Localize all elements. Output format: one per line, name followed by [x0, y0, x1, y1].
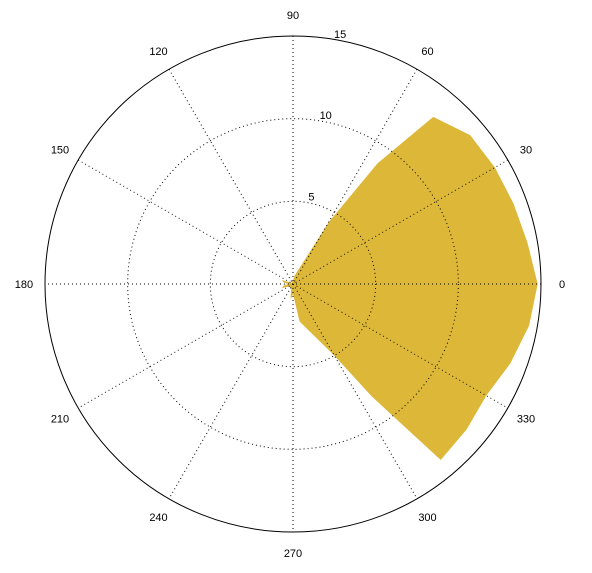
angle-tick-label-270: 270 — [284, 548, 302, 560]
angle-tick-label-330: 330 — [517, 414, 535, 426]
angle-tick-label-180: 180 — [15, 279, 33, 291]
angle-tick-label-60: 60 — [421, 46, 433, 58]
angle-tick-label-0: 0 — [559, 279, 565, 291]
radius-tick-label-15: 15 — [334, 29, 346, 41]
angle-tick-label-300: 300 — [418, 512, 436, 524]
radial-grid-ring-5 — [209, 200, 377, 368]
polar-data — [282, 116, 538, 461]
radial-grid-ring-10 — [127, 118, 459, 450]
angle-tick-label-120: 120 — [149, 46, 167, 58]
angle-tick-label-210: 210 — [51, 414, 69, 426]
angle-tick-label-30: 30 — [520, 145, 532, 157]
angle-tick-label-90: 90 — [287, 10, 299, 22]
radius-tick-label-10: 10 — [320, 110, 332, 122]
angle-tick-label-150: 150 — [51, 145, 69, 157]
angle-tick-label-240: 240 — [149, 512, 167, 524]
radius-tick-label-5: 5 — [308, 192, 314, 204]
data-fill-region — [282, 116, 538, 461]
polar-labels: 0 30 60 90 120 150 180 210 240 270 300 330 5 10 15 — [15, 10, 565, 560]
polar-grid — [45, 36, 541, 532]
angular-grid-spoke-150 — [77, 159, 509, 409]
